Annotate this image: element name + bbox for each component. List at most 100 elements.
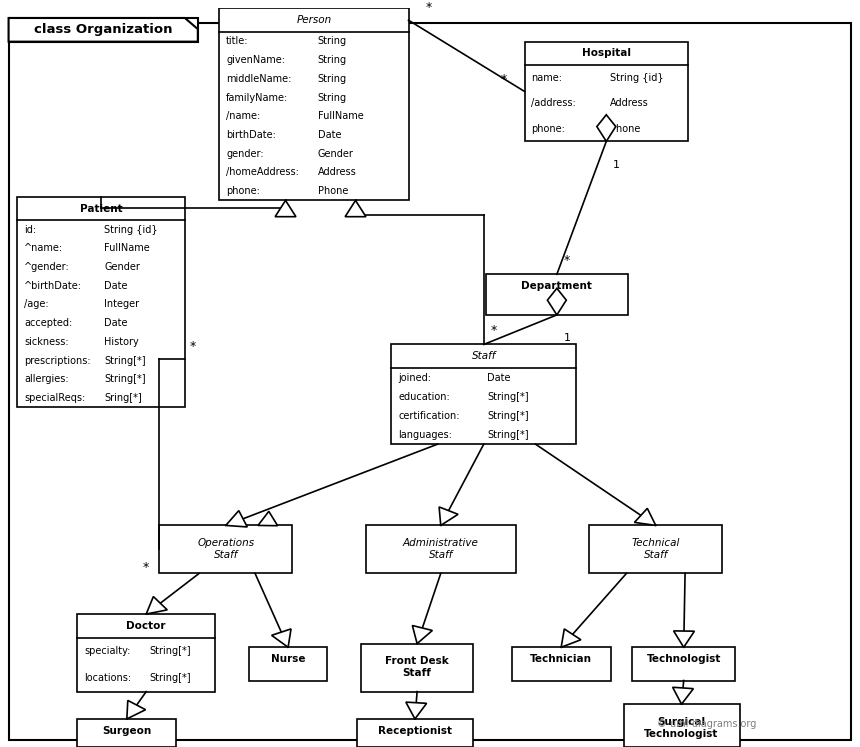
FancyBboxPatch shape bbox=[219, 8, 408, 200]
FancyBboxPatch shape bbox=[17, 196, 185, 407]
Text: Receptionist: Receptionist bbox=[378, 726, 452, 736]
Text: String[*]: String[*] bbox=[488, 430, 529, 440]
FancyBboxPatch shape bbox=[512, 648, 611, 681]
FancyBboxPatch shape bbox=[77, 719, 176, 747]
Polygon shape bbox=[406, 702, 427, 719]
FancyBboxPatch shape bbox=[9, 18, 198, 42]
Text: *: * bbox=[189, 341, 195, 353]
FancyBboxPatch shape bbox=[249, 648, 327, 681]
Text: familyName:: familyName: bbox=[226, 93, 288, 102]
Text: class Organization: class Organization bbox=[34, 23, 173, 37]
Text: phone:: phone: bbox=[226, 186, 260, 196]
Text: *: * bbox=[143, 560, 149, 574]
Text: Person: Person bbox=[297, 15, 331, 25]
FancyBboxPatch shape bbox=[632, 648, 735, 681]
FancyBboxPatch shape bbox=[357, 719, 473, 747]
Text: joined:: joined: bbox=[398, 373, 431, 382]
Text: name:: name: bbox=[531, 73, 562, 83]
Text: /homeAddress:: /homeAddress: bbox=[226, 167, 299, 177]
FancyBboxPatch shape bbox=[9, 23, 851, 740]
Text: *: * bbox=[426, 1, 432, 14]
Text: String[*]: String[*] bbox=[488, 411, 529, 421]
FancyBboxPatch shape bbox=[361, 644, 473, 692]
Polygon shape bbox=[439, 507, 458, 525]
Text: languages:: languages: bbox=[398, 430, 452, 440]
Text: Nurse: Nurse bbox=[271, 654, 305, 664]
Text: allergies:: allergies: bbox=[24, 374, 69, 384]
Polygon shape bbox=[9, 18, 198, 42]
Text: sickness:: sickness: bbox=[24, 337, 69, 347]
Text: /name:: /name: bbox=[226, 111, 261, 121]
Text: /age:: /age: bbox=[24, 300, 49, 309]
Polygon shape bbox=[635, 509, 656, 525]
Text: Operations
Staff: Operations Staff bbox=[197, 538, 255, 560]
Text: Staff: Staff bbox=[471, 351, 496, 362]
Text: Administrative
Staff: Administrative Staff bbox=[402, 538, 479, 560]
Polygon shape bbox=[673, 631, 694, 648]
Text: FullName: FullName bbox=[317, 111, 364, 121]
Polygon shape bbox=[345, 200, 366, 217]
Text: 1: 1 bbox=[613, 160, 620, 170]
Polygon shape bbox=[412, 625, 433, 644]
Text: certification:: certification: bbox=[398, 411, 460, 421]
Text: middleName:: middleName: bbox=[226, 74, 292, 84]
Text: prescriptions:: prescriptions: bbox=[24, 356, 90, 365]
Text: ^gender:: ^gender: bbox=[24, 262, 70, 272]
Polygon shape bbox=[272, 629, 291, 648]
Text: Surgeon: Surgeon bbox=[102, 726, 151, 736]
Text: String[*]: String[*] bbox=[488, 391, 529, 402]
Text: id:: id: bbox=[24, 225, 36, 235]
Text: History: History bbox=[104, 337, 139, 347]
Text: © uml-diagrams.org: © uml-diagrams.org bbox=[657, 719, 757, 728]
FancyBboxPatch shape bbox=[366, 525, 516, 574]
Text: String: String bbox=[317, 93, 347, 102]
Text: String {id}: String {id} bbox=[104, 225, 158, 235]
Text: Hospital: Hospital bbox=[582, 49, 630, 58]
Text: Date: Date bbox=[104, 281, 128, 291]
FancyBboxPatch shape bbox=[77, 614, 215, 692]
Text: specialty:: specialty: bbox=[84, 646, 131, 656]
Text: Date: Date bbox=[104, 318, 128, 328]
Text: Date: Date bbox=[488, 373, 511, 382]
Text: gender:: gender: bbox=[226, 149, 264, 158]
Text: Doctor: Doctor bbox=[126, 621, 166, 631]
FancyBboxPatch shape bbox=[159, 525, 292, 574]
Text: Phone: Phone bbox=[317, 186, 348, 196]
Polygon shape bbox=[673, 687, 693, 704]
Text: *: * bbox=[501, 72, 507, 86]
Text: String: String bbox=[317, 37, 347, 46]
Text: String: String bbox=[317, 74, 347, 84]
FancyBboxPatch shape bbox=[589, 525, 722, 574]
Text: Sring[*]: Sring[*] bbox=[104, 393, 142, 403]
Text: Integer: Integer bbox=[104, 300, 139, 309]
Text: title:: title: bbox=[226, 37, 249, 46]
Text: Department: Department bbox=[521, 281, 593, 291]
Polygon shape bbox=[146, 597, 167, 614]
FancyBboxPatch shape bbox=[486, 274, 628, 315]
Polygon shape bbox=[258, 512, 278, 526]
Text: Surgical
Technologist: Surgical Technologist bbox=[644, 716, 719, 739]
Text: birthDate:: birthDate: bbox=[226, 130, 276, 140]
Text: String[*]: String[*] bbox=[149, 646, 191, 656]
Polygon shape bbox=[225, 511, 248, 527]
Polygon shape bbox=[275, 200, 296, 217]
FancyBboxPatch shape bbox=[525, 42, 688, 141]
FancyBboxPatch shape bbox=[624, 704, 740, 747]
Text: Front Desk
Staff: Front Desk Staff bbox=[385, 656, 449, 678]
Text: Technical
Staff: Technical Staff bbox=[631, 538, 680, 560]
Polygon shape bbox=[597, 115, 616, 141]
Text: Patient: Patient bbox=[80, 204, 122, 214]
Text: ^name:: ^name: bbox=[24, 244, 63, 253]
Text: ^birthDate:: ^birthDate: bbox=[24, 281, 82, 291]
Text: String[*]: String[*] bbox=[104, 356, 146, 365]
Text: String: String bbox=[317, 55, 347, 65]
Polygon shape bbox=[127, 701, 145, 719]
Text: 1: 1 bbox=[564, 333, 571, 344]
Text: String[*]: String[*] bbox=[149, 673, 191, 683]
Text: accepted:: accepted: bbox=[24, 318, 72, 328]
Text: *: * bbox=[490, 324, 497, 337]
Text: education:: education: bbox=[398, 391, 450, 402]
Text: *: * bbox=[564, 254, 570, 267]
Text: Technologist: Technologist bbox=[647, 654, 721, 664]
Text: locations:: locations: bbox=[84, 673, 132, 683]
